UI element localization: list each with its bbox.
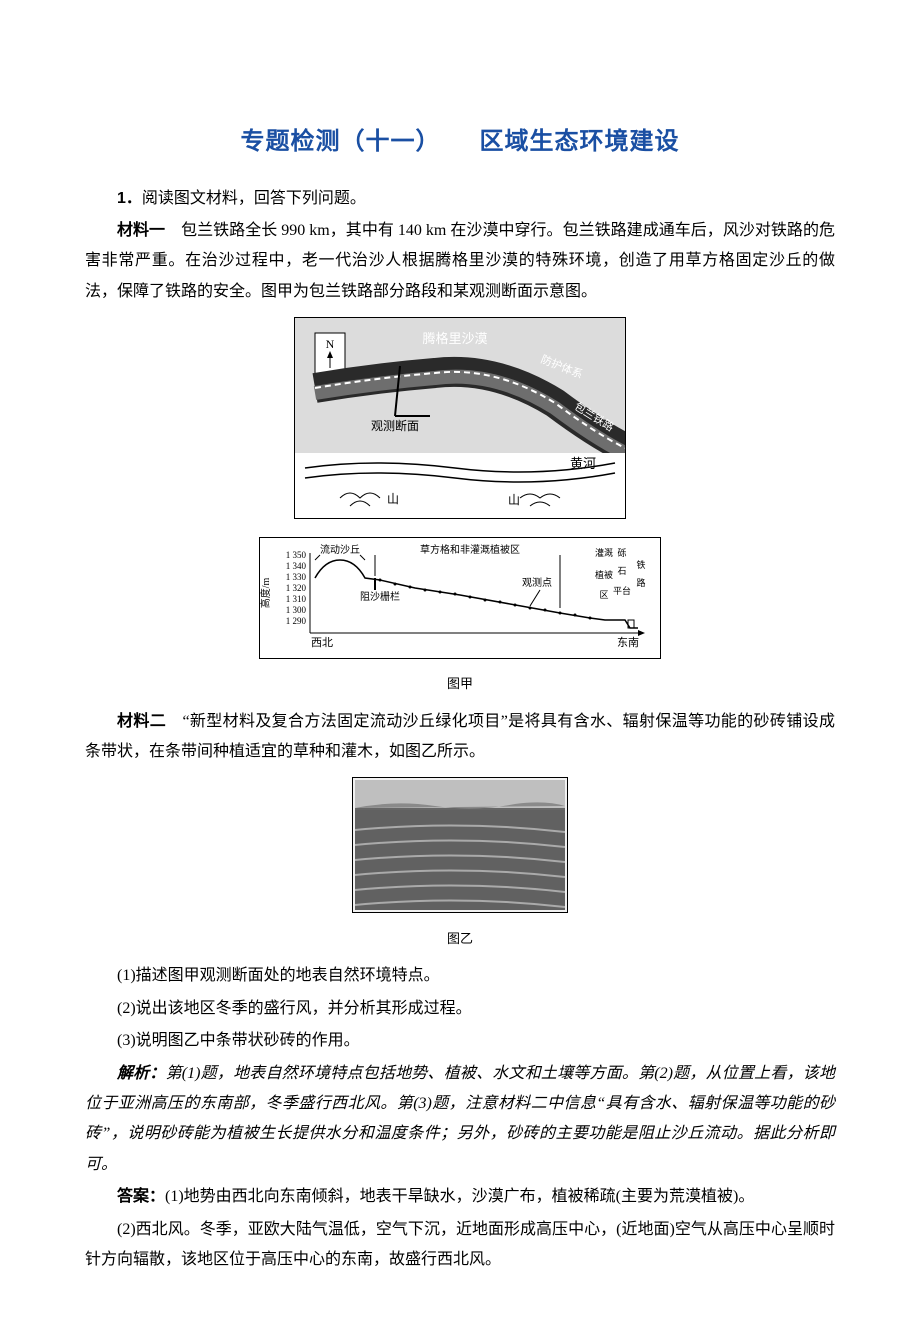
material-1: 材料一 包兰铁路全长 990 km，其中有 140 km 在沙漠中穿行。包兰铁路…	[85, 216, 835, 307]
svg-text:高度/m: 高度/m	[260, 577, 272, 608]
figure-yi-container: 图乙	[85, 777, 835, 951]
title-main: 区域生态环境建设	[480, 129, 680, 155]
answer-label: 答案：	[117, 1188, 165, 1205]
svg-text:流动沙丘: 流动沙丘	[320, 543, 360, 556]
svg-text:1 300: 1 300	[286, 605, 307, 615]
analysis: 解析：第(1)题，地表自然环境特点包括地势、植被、水文和土壤等方面。第(2)题，…	[85, 1059, 835, 1181]
svg-text:砾: 砾	[617, 547, 626, 558]
analysis-text: 第(1)题，地表自然环境特点包括地势、植被、水文和土壤等方面。第(2)题，从位置…	[85, 1065, 835, 1173]
material-2-text: “新型材料及复合方法固定流动沙丘绿化项目”是将具有含水、辐射保温等功能的砂砖铺设…	[85, 713, 835, 760]
question-prompt: 阅读图文材料，回答下列问题。	[142, 190, 366, 207]
svg-text:阻沙栅栏: 阻沙栅栏	[360, 590, 400, 603]
material-2: 材料二 “新型材料及复合方法固定流动沙丘绿化项目”是将具有含水、辐射保温等功能的…	[85, 707, 835, 768]
question-3: (3)说明图乙中条带状砂砖的作用。	[85, 1026, 835, 1056]
svg-text:路: 路	[636, 577, 645, 588]
figure-jia-map: N 腾格里沙漠 防护体系 包兰铁路 观测断面 黄河	[294, 317, 626, 519]
svg-text:1 340: 1 340	[286, 561, 307, 571]
svg-text:1 330: 1 330	[286, 572, 307, 582]
svg-text:1 320: 1 320	[286, 583, 307, 593]
question-number: 1．	[117, 190, 142, 207]
desert-label: 腾格里沙漠	[422, 331, 487, 346]
mountain2-label: 山	[508, 493, 520, 507]
svg-text:观测点: 观测点	[522, 576, 552, 589]
north-label: N	[326, 337, 335, 351]
main-title: 专题检测（十一） 区域生态环境建设	[85, 120, 835, 166]
svg-text:区: 区	[599, 590, 608, 600]
svg-text:石: 石	[617, 566, 626, 576]
figure-jia-label: 图甲	[85, 672, 835, 697]
figure-jia-container: N 腾格里沙漠 防护体系 包兰铁路 观测断面 黄河	[85, 317, 835, 696]
svg-text:东南: 东南	[617, 636, 639, 649]
question-2: (2)说出该地区冬季的盛行风，并分析其形成过程。	[85, 994, 835, 1024]
material-2-label: 材料二	[117, 713, 166, 730]
title-spacer	[448, 129, 473, 155]
svg-text:1 310: 1 310	[286, 594, 307, 604]
material-1-label: 材料一	[117, 222, 165, 239]
material-1-text: 包兰铁路全长 990 km，其中有 140 km 在沙漠中穿行。包兰铁路建成通车…	[85, 222, 835, 300]
svg-text:1 350: 1 350	[286, 550, 307, 560]
svg-text:西北: 西北	[311, 636, 333, 649]
figure-jia-profile: 1 350 1 340 1 330 1 320 1 310 1 300 1 29…	[259, 537, 661, 659]
svg-text:草方格和非灌溉植被区: 草方格和非灌溉植被区	[420, 543, 520, 556]
svg-text:1 290: 1 290	[286, 616, 307, 626]
svg-text:铁: 铁	[636, 559, 645, 570]
analysis-label: 解析：	[117, 1065, 166, 1082]
river-label: 黄河	[570, 456, 596, 471]
question-1: (1)描述图甲观测断面处的地表自然环境特点。	[85, 961, 835, 991]
answer-1: 答案：(1)地势由西北向东南倾斜，地表干旱缺水，沙漠广布，植被稀疏(主要为荒漠植…	[85, 1182, 835, 1212]
section-label: 观测断面	[371, 418, 419, 433]
svg-text:平台: 平台	[613, 585, 631, 596]
figure-yi-label: 图乙	[85, 927, 835, 952]
svg-text:植被: 植被	[595, 569, 613, 580]
figure-yi-image	[352, 777, 568, 913]
svg-text:灌溉: 灌溉	[595, 547, 613, 558]
title-prefix: 专题检测（十一）	[241, 129, 441, 155]
answer-1-text: (1)地势由西北向东南倾斜，地表干旱缺水，沙漠广布，植被稀疏(主要为荒漠植被)。	[165, 1188, 754, 1205]
answer-2: (2)西北风。冬季，亚欧大陆气温低，空气下沉，近地面形成高压中心，(近地面)空气…	[85, 1215, 835, 1276]
mountain1-label: 山	[387, 492, 399, 506]
question-intro: 1．阅读图文材料，回答下列问题。	[85, 184, 835, 214]
